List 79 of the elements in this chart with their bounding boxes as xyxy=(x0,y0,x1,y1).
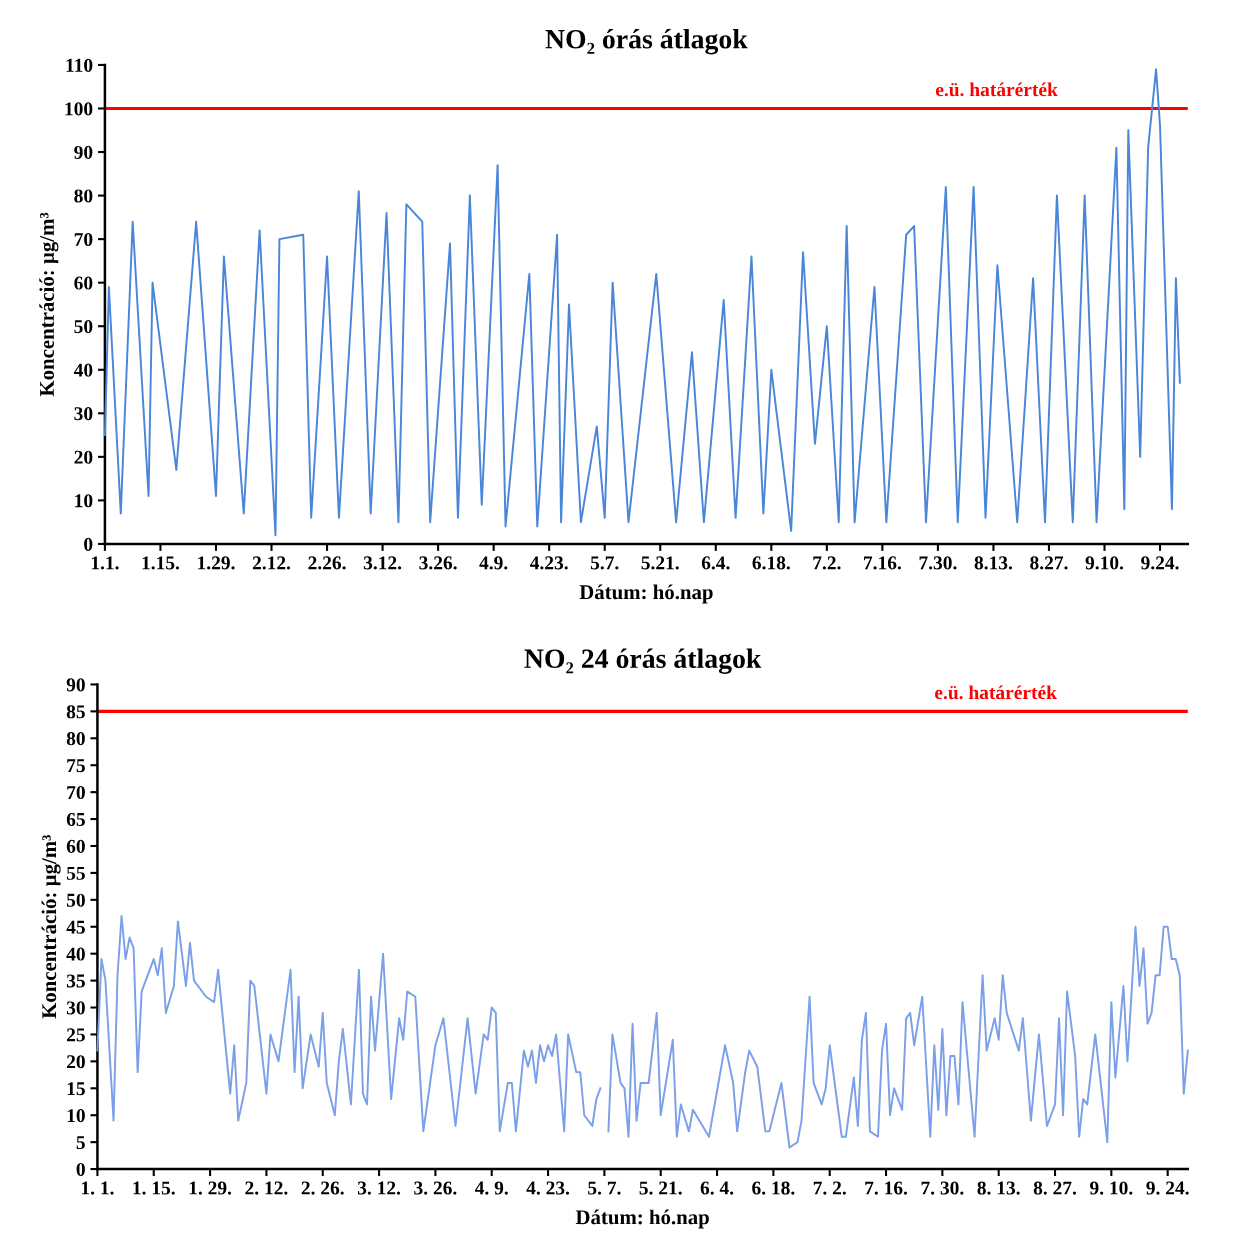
x-tick-label: 5. 21. xyxy=(639,1181,682,1195)
y-tick-label: 20 xyxy=(74,450,93,464)
y-tick-label: 0 xyxy=(76,1162,85,1176)
x-tick-label: 7.16. xyxy=(864,556,901,570)
x-tick-label: 1. 1. xyxy=(81,1181,114,1195)
x-tick-label: 8. 27. xyxy=(1033,1181,1077,1195)
y-tick-label: 110 xyxy=(66,58,93,72)
ref-line-label: e.ü. határérték xyxy=(935,685,1057,700)
x-tick-label: 6.18. xyxy=(752,556,790,570)
x-tick-label: 2. 12. xyxy=(245,1181,288,1195)
y-tick-label: 40 xyxy=(66,947,85,961)
y-tick-label: 45 xyxy=(66,920,85,934)
y-tick-label: 20 xyxy=(66,1055,85,1069)
x-tick-label: 1.29. xyxy=(198,556,235,570)
x-tick-label: 9. 24. xyxy=(1146,1181,1189,1195)
x-tick-label: 6.4. xyxy=(701,556,730,570)
x-tick-label: 6. 18. xyxy=(752,1181,795,1195)
y-tick-label: 55 xyxy=(66,866,85,880)
y-tick-label: 90 xyxy=(74,145,93,159)
y-tick-label: 30 xyxy=(66,1001,85,1015)
y-tick-label: 50 xyxy=(74,320,93,334)
y-tick-label: 30 xyxy=(74,407,93,421)
x-tick-label: 6. 4. xyxy=(700,1181,734,1195)
x-tick-label: 5. 7. xyxy=(588,1181,621,1195)
x-tick-label: 3.26. xyxy=(419,556,457,570)
y-tick-label: 25 xyxy=(66,1028,85,1042)
y-tick-label: 85 xyxy=(66,705,85,719)
x-tick-label: 4.23. xyxy=(530,556,568,570)
y-tick-label: 100 xyxy=(65,102,93,116)
x-tick-label: 1.15. xyxy=(142,556,180,570)
y-tick-label: 80 xyxy=(66,732,85,746)
x-tick-label: 5.21. xyxy=(641,556,679,570)
y-tick-label: 60 xyxy=(74,276,93,290)
x-tick-label: 2. 26. xyxy=(301,1181,344,1195)
x-axis-title: Dátum: hó.nap xyxy=(579,584,713,604)
y-tick-label: 10 xyxy=(67,1109,85,1123)
y-tick-label: 0 xyxy=(84,537,93,551)
y-tick-label: 70 xyxy=(67,785,85,800)
x-tick-label: 8.13. xyxy=(974,556,1013,570)
y-tick-label: 80 xyxy=(74,189,93,203)
y-tick-label: 10 xyxy=(75,494,93,508)
x-tick-label: 1. 15. xyxy=(133,1181,175,1195)
ref-line-label: e.ü. határérték xyxy=(935,82,1058,97)
x-tick-label: 4.9. xyxy=(479,556,508,570)
x-tick-label: 8. 13. xyxy=(977,1181,1020,1195)
x-tick-label: 4. 9. xyxy=(474,1181,508,1195)
chart-title: NO₂ órás átlagok xyxy=(545,28,748,55)
x-tick-label: 9.24. xyxy=(1141,556,1179,570)
chart-title: NO₂ 24 órás átlagok xyxy=(524,648,762,674)
x-tick-label: 1. 29. xyxy=(189,1181,232,1195)
x-tick-label: 3. 12. xyxy=(357,1181,401,1195)
y-axis-title: Koncentráció: µg/m³ xyxy=(39,212,59,397)
x-tick-label: 7. 2. xyxy=(813,1181,846,1195)
x-tick-label: 4. 23. xyxy=(526,1181,570,1195)
x-tick-label: 7.30. xyxy=(919,556,957,570)
x-tick-label: 8.27. xyxy=(1030,556,1068,570)
x-tick-label: 5.7. xyxy=(590,556,619,570)
y-tick-label: 35 xyxy=(66,974,85,988)
x-tick-label: 7.2. xyxy=(813,556,841,570)
y-tick-label: 50 xyxy=(66,893,85,907)
y-tick-label: 65 xyxy=(66,812,85,826)
y-axis-title: Koncentráció: µg/m³ xyxy=(41,835,61,1019)
y-tick-label: 75 xyxy=(67,759,85,773)
x-tick-label: 3. 26. xyxy=(414,1181,457,1195)
x-tick-label: 9. 10. xyxy=(1090,1181,1133,1195)
x-axis-title: Dátum: hó.nap xyxy=(575,1209,709,1229)
y-tick-label: 40 xyxy=(73,363,93,377)
y-tick-label: 70 xyxy=(74,232,93,247)
y-tick-label: 15 xyxy=(67,1082,85,1096)
x-tick-label: 2.12. xyxy=(252,556,291,570)
x-tick-label: 2.26. xyxy=(308,556,346,570)
x-tick-label: 7. 16. xyxy=(865,1181,908,1195)
x-tick-label: 1.1. xyxy=(91,556,119,570)
y-tick-label: 60 xyxy=(66,839,85,853)
y-tick-label: 90 xyxy=(66,678,85,692)
y-tick-label: 5 xyxy=(76,1136,85,1150)
x-tick-label: 7. 30. xyxy=(921,1181,964,1195)
x-tick-label: 3.12. xyxy=(363,556,402,570)
x-tick-label: 9.10. xyxy=(1085,556,1124,570)
